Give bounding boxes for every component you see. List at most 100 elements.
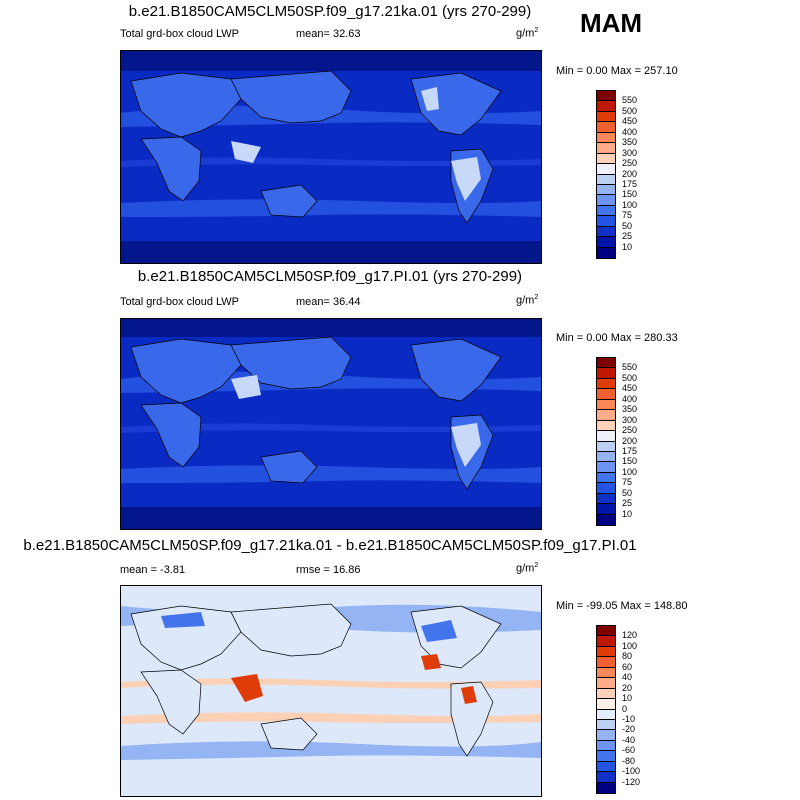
colorbar-tick-label: 100 — [622, 466, 638, 477]
colorbar-tick-label: 300 — [622, 414, 638, 425]
colorbar-segment — [597, 719, 615, 731]
colorbar-tick-label: 550 — [622, 362, 638, 373]
colorbar-segment — [597, 410, 615, 421]
colorbar-tick-label: 175 — [622, 445, 638, 456]
colorbar-tick-label: -80 — [622, 755, 636, 766]
australia — [260, 184, 318, 218]
panel-1-minmax: Min = 0.00 Max = 257.10 — [556, 65, 678, 77]
colorbar-segment — [597, 237, 615, 248]
sh-negative-band — [121, 741, 541, 760]
colorbar-segment — [597, 751, 615, 762]
colorbar-segment — [597, 657, 615, 668]
eurasia-east — [230, 336, 352, 390]
colorbar-tick-label: 350 — [622, 404, 638, 415]
panel-2-colorbar — [596, 357, 616, 526]
colorbar-tick-label: 25 — [622, 498, 633, 509]
tropical-positive-band — [121, 678, 541, 689]
colorbar-segment — [597, 358, 615, 369]
season-label: MAM — [580, 8, 643, 38]
colorbar-tick-label: 60 — [622, 661, 633, 672]
colorbar-tick-label: 25 — [622, 231, 633, 242]
colorbar-segment — [597, 441, 615, 452]
colorbar-segment — [597, 431, 615, 442]
positive-anomalies — [231, 654, 477, 704]
colorbar-segment — [597, 368, 615, 379]
panel-2-map — [120, 318, 542, 530]
arctic-band — [121, 319, 541, 337]
colorbar-segment — [597, 378, 615, 390]
negative-anomalies — [161, 612, 457, 642]
colorbar-segment — [597, 504, 615, 515]
colorbar-segment — [597, 184, 615, 196]
panel-2-mean: mean= 36.44 — [296, 296, 361, 308]
colorbar-tick-label: 500 — [622, 372, 638, 383]
colorbar-tick-label: 120 — [622, 630, 638, 641]
panel-2-variable: Total grd-box cloud LWP — [120, 296, 240, 308]
colorbar-segment — [597, 153, 615, 165]
colorbar-segment — [597, 688, 615, 700]
colorbar-tick-label: 150 — [622, 456, 638, 467]
colorbar-tick-label: 80 — [622, 651, 633, 662]
australia — [260, 717, 318, 751]
colorbar-segment — [597, 740, 615, 752]
colorbar-tick-label: 400 — [622, 393, 638, 404]
colorbar-segment — [597, 101, 615, 112]
colorbar-tick-label: 40 — [622, 672, 633, 683]
continents — [130, 70, 502, 224]
colorbar-tick-label: -60 — [622, 745, 636, 756]
panel-1-mean: mean= 32.63 — [296, 28, 361, 40]
colorbar-tick-label: 100 — [622, 640, 638, 651]
colorbar-segment — [597, 389, 615, 400]
colorbar-tick-label: 450 — [622, 383, 638, 394]
colorbar-segment — [597, 91, 615, 102]
australia — [260, 450, 318, 484]
colorbar-tick-label: 10 — [622, 508, 633, 519]
colorbar-segment — [597, 143, 615, 154]
colorbar-tick-label: 150 — [622, 189, 638, 200]
panel-2-map-svg — [121, 319, 541, 529]
africa — [140, 136, 202, 202]
eurasia-east — [230, 70, 352, 124]
colorbar-segment — [597, 667, 615, 679]
panel-1-map-svg — [121, 51, 541, 263]
colorbar-segment — [597, 646, 615, 658]
colorbar-tick-label: 550 — [622, 95, 638, 106]
north-america — [410, 338, 502, 402]
colorbar-tick-label: 500 — [622, 105, 638, 116]
sh-storm-track — [121, 199, 541, 217]
colorbar-tick-label: 200 — [622, 168, 638, 179]
land-highs — [231, 375, 481, 467]
eurasia-west — [130, 605, 242, 671]
colorbar-segment — [597, 493, 615, 505]
land-highs — [231, 87, 481, 201]
south-america — [450, 681, 494, 757]
colorbar-tick-label: -100 — [622, 766, 641, 777]
panel-2-unit: g/m2 — [516, 294, 539, 307]
colorbar-segment — [597, 472, 615, 484]
colorbar-tick-label: 400 — [622, 126, 638, 137]
colorbar-segment — [597, 761, 615, 773]
colorbar-segment — [597, 420, 615, 432]
colorbar-segment — [597, 462, 615, 473]
panel-3-mean: mean = -3.81 — [120, 564, 186, 576]
colorbar-segment — [597, 122, 615, 133]
colorbar-tick-label: 10 — [622, 693, 633, 704]
antarctic-band — [121, 507, 541, 529]
colorbar-segment — [597, 626, 615, 637]
eurasia-west — [130, 338, 242, 404]
panel-1-colorbar — [596, 90, 616, 259]
africa — [140, 402, 202, 468]
colorbar-segment — [597, 730, 615, 741]
itcz-band — [121, 157, 541, 167]
colorbar-segment — [597, 709, 615, 720]
panel-3-minmax: Min = -99.05 Max = 148.80 — [556, 600, 688, 612]
colorbar-tick-label: 300 — [622, 147, 638, 158]
arctic-band — [121, 51, 541, 71]
colorbar-tick-label: 0 — [622, 703, 628, 714]
panel-3-unit: g/m2 — [516, 562, 539, 575]
sh-storm-track — [121, 465, 541, 483]
panel-1-unit: g/m2 — [516, 27, 539, 40]
colorbar-segment — [597, 247, 615, 258]
colorbar-segment — [597, 195, 615, 206]
colorbar-segment — [597, 164, 615, 175]
